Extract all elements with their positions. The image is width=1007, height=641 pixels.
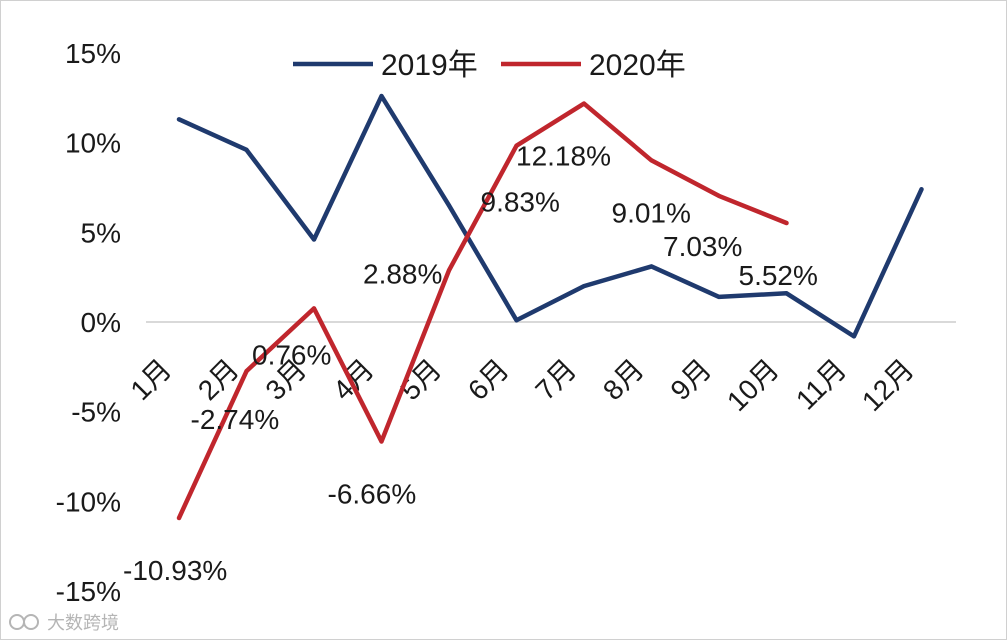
x-tick-label: 8月 (597, 353, 650, 406)
data-label: 0.76% (252, 339, 331, 370)
data-label: -6.66% (328, 478, 417, 509)
data-point (582, 284, 586, 289)
series-line-2 (176, 101, 789, 521)
x-tick-label: 10月 (721, 353, 785, 417)
data-point (177, 117, 181, 122)
data-label: 12.18% (516, 141, 611, 172)
data-label: 5.52% (739, 260, 818, 291)
data-point (514, 318, 519, 323)
x-tick-label: 7月 (530, 353, 583, 406)
legend-item-1: 2019年 (293, 49, 478, 82)
data-point (717, 193, 721, 198)
x-tick-label: 2月 (192, 353, 245, 406)
data-point (379, 94, 384, 99)
data-point (852, 334, 856, 339)
legend-label: 2019年 (381, 49, 478, 82)
x-tick-label: 5月 (395, 353, 448, 406)
data-label: -2.74% (191, 404, 280, 435)
data-label: 9.01% (612, 197, 691, 228)
data-point (177, 516, 181, 521)
y-tick-label: 0% (81, 307, 121, 338)
data-label: -10.93% (123, 555, 227, 586)
watermark: 大数跨境 (9, 613, 119, 633)
x-tick-label: 6月 (462, 353, 515, 406)
x-tick-label: 4月 (327, 353, 380, 406)
legend-label: 2020年 (589, 49, 686, 82)
data-point (312, 237, 316, 242)
data-point (582, 101, 586, 106)
data-point (514, 143, 519, 148)
data-point (244, 369, 249, 374)
data-label: 9.83% (481, 187, 560, 218)
watermark-text: 大数跨境 (47, 613, 119, 633)
data-point (447, 203, 451, 208)
data-point (244, 147, 249, 152)
data-label: 7.03% (663, 231, 742, 262)
data-point (784, 221, 789, 226)
y-tick-label: -15% (56, 576, 121, 607)
data-point (717, 294, 721, 299)
y-tick-label: -10% (56, 486, 121, 517)
x-tick-label: 9月 (665, 353, 718, 406)
logo-mark-icon (9, 614, 39, 630)
x-tick-label: 12月 (856, 353, 920, 417)
data-point (649, 158, 654, 163)
data-point (447, 268, 451, 273)
series-line-1 (176, 93, 924, 339)
data-label: 2.88% (363, 258, 442, 289)
legend-item-2: 2020年 (501, 49, 686, 82)
data-point (784, 291, 789, 296)
data-point (379, 439, 384, 444)
y-tick-label: 15% (65, 38, 121, 69)
data-point (649, 264, 654, 269)
data-point (312, 306, 316, 311)
data-point (919, 187, 924, 192)
y-tick-label: -5% (71, 397, 121, 428)
x-tick-label: 1月 (125, 353, 178, 406)
y-tick-label: 10% (65, 128, 121, 159)
x-tick-label: 11月 (790, 353, 852, 415)
y-tick-label: 5% (81, 217, 121, 248)
